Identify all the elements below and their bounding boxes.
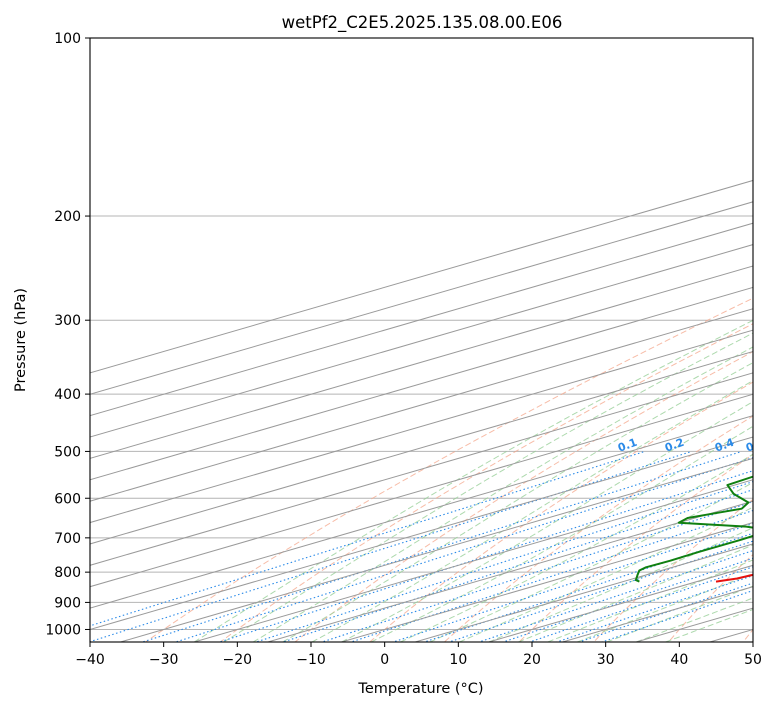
dry-adiabat-line [294, 351, 753, 642]
x-tick-label: 0 [380, 652, 389, 668]
background-lines [90, 38, 753, 642]
x-tick-label: −30 [149, 652, 179, 668]
mixing-ratio-line [90, 450, 646, 627]
mixing-ratio-line [577, 582, 753, 642]
moist-adiabat-line [282, 362, 753, 642]
isotherm-line [118, 457, 753, 642]
y-tick-label: 1000 [45, 622, 81, 638]
isotherm-line [192, 479, 753, 642]
y-tick-label: 500 [54, 444, 81, 460]
moist-adiabat-line [252, 346, 753, 642]
plot-frame [89, 37, 754, 643]
isotherm-line [90, 393, 753, 588]
isotherm-line [90, 286, 753, 481]
mixing-ratio-line [600, 589, 753, 642]
moist-adiabat-line [223, 332, 753, 642]
chart-title: wetPf2_C2E5.2025.135.08.00.E06 [282, 13, 563, 33]
y-tick-label: 800 [54, 565, 81, 581]
moist-adiabat-line [518, 544, 753, 642]
isotherm-line [90, 201, 753, 395]
isotherm-line [90, 308, 753, 502]
moist-adiabat-line [429, 481, 753, 642]
x-tick-label: −10 [296, 652, 326, 668]
isotherm-line [90, 244, 753, 438]
dry-adiabat-line [368, 381, 753, 642]
mixing-ratio-label: 0.4 [713, 436, 736, 455]
axis-ticks: −40 −30 −20 −10 0 10 20 30 40 50 100 200 300 400 500 60… [45, 31, 762, 668]
x-tick-label: 10 [449, 652, 467, 668]
isotherm-line [90, 222, 753, 417]
y-tick-label: 400 [54, 387, 81, 403]
moist-adiabat-line [606, 585, 753, 642]
y-tick-label: 300 [54, 313, 81, 329]
moist-adiabat-line [488, 527, 753, 642]
isotherm-line [90, 415, 753, 609]
x-tick-label: −20 [223, 652, 253, 668]
mixing-ratio-line [281, 489, 753, 642]
mixing-ratio-label: 0.1 [616, 436, 639, 455]
mixing-ratio-label: 0.6 [744, 436, 767, 455]
x-tick-label: 50 [744, 652, 762, 668]
moist-adiabat-line [636, 597, 753, 642]
y-axis-title: Pressure (hPa) [13, 288, 29, 392]
isotherm-line [90, 436, 753, 630]
isotherm-line [90, 265, 753, 459]
dry-adiabat-line [443, 415, 753, 642]
isotherm-line [90, 329, 753, 524]
mixing-ratio-line [447, 540, 753, 642]
y-tick-label: 100 [54, 31, 81, 47]
x-tick-label: 40 [670, 652, 688, 668]
moist-adiabat-line [370, 425, 753, 642]
moist-adiabat-line [341, 401, 753, 642]
dry-adiabat-line [593, 498, 753, 642]
y-tick-label: 600 [54, 491, 81, 507]
moist-adiabat-line [459, 506, 753, 642]
x-axis-title: Temperature (°C) [357, 681, 483, 697]
isotherm-line [266, 500, 753, 642]
moist-adiabat-line [400, 453, 753, 642]
isotherm-line [339, 522, 753, 642]
mixing-ratio-line [173, 457, 753, 642]
x-tick-label: 20 [523, 652, 541, 668]
isotherm-line [90, 179, 753, 374]
mixing-ratio-line [254, 481, 753, 642]
moist-adiabat-line [311, 380, 753, 642]
y-tick-label: 200 [54, 209, 81, 225]
y-tick-label: 700 [54, 531, 81, 547]
x-tick-label: 30 [597, 652, 615, 668]
dry-adiabat-line [144, 297, 753, 642]
dry-adiabat-line [219, 323, 753, 642]
mixing-ratio-label: 0.2 [663, 436, 686, 455]
y-tick-label: 900 [54, 595, 81, 611]
moist-adiabat-line [193, 319, 753, 642]
isotherm-line [413, 543, 753, 642]
mixing-ratio-line [140, 450, 742, 642]
line-labels: -100-90-80-70-60-50-40-30-20-10010203040… [616, 436, 767, 455]
mixing-ratio-line [554, 575, 753, 642]
x-tick-label: −40 [75, 652, 105, 668]
mixing-ratio-line [320, 501, 753, 642]
isotherm-line [90, 372, 753, 566]
